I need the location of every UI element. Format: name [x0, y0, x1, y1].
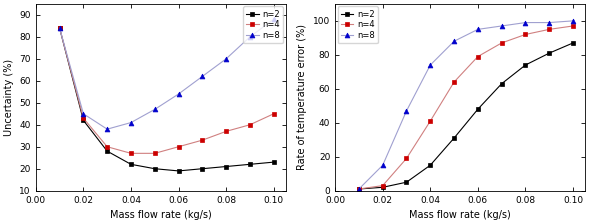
n=8 — [223, 58, 230, 60]
Legend: n=2, n=4, n=8: n=2, n=4, n=8 — [243, 6, 283, 43]
n=8 — [427, 64, 434, 66]
n=2 — [379, 186, 386, 189]
n=2 — [451, 137, 458, 139]
n=8 — [199, 75, 206, 78]
n=8 — [570, 19, 577, 22]
n=8 — [80, 112, 87, 115]
n=4 — [379, 184, 386, 187]
n=4 — [246, 123, 253, 126]
n=4 — [223, 130, 230, 133]
n=4 — [355, 188, 362, 190]
n=4 — [403, 157, 410, 160]
n=4 — [498, 42, 505, 44]
n=8 — [151, 108, 158, 111]
n=2 — [474, 108, 481, 110]
n=8 — [522, 21, 529, 24]
Y-axis label: Rate of temperature error (%): Rate of temperature error (%) — [297, 24, 307, 170]
n=4 — [522, 33, 529, 36]
n=2 — [246, 163, 253, 166]
n=2 — [570, 42, 577, 44]
n=2 — [546, 52, 553, 54]
Legend: n=2, n=4, n=8: n=2, n=4, n=8 — [337, 6, 378, 43]
Line: n=2: n=2 — [57, 26, 276, 173]
Line: n=4: n=4 — [356, 24, 575, 192]
n=4 — [80, 117, 87, 120]
n=2 — [270, 161, 277, 164]
n=2 — [56, 27, 63, 29]
n=8 — [127, 121, 134, 124]
X-axis label: Mass flow rate (kg/s): Mass flow rate (kg/s) — [110, 210, 211, 220]
n=2 — [80, 119, 87, 122]
n=8 — [546, 21, 553, 24]
n=4 — [151, 152, 158, 155]
n=4 — [175, 145, 182, 148]
n=8 — [451, 40, 458, 43]
n=4 — [570, 25, 577, 27]
n=8 — [379, 164, 386, 167]
n=4 — [451, 81, 458, 83]
n=8 — [56, 27, 63, 29]
n=2 — [151, 167, 158, 170]
n=8 — [403, 110, 410, 112]
n=2 — [522, 64, 529, 66]
n=2 — [355, 188, 362, 190]
n=4 — [56, 27, 63, 29]
n=2 — [223, 165, 230, 168]
n=2 — [427, 164, 434, 167]
n=4 — [127, 152, 134, 155]
n=2 — [403, 181, 410, 183]
Y-axis label: Uncertainty (%): Uncertainty (%) — [4, 59, 14, 136]
n=8 — [270, 18, 277, 21]
n=8 — [474, 28, 481, 31]
Line: n=8: n=8 — [356, 18, 575, 192]
n=8 — [355, 188, 362, 190]
n=4 — [474, 55, 481, 58]
n=8 — [175, 93, 182, 95]
n=2 — [498, 82, 505, 85]
Line: n=2: n=2 — [356, 41, 575, 192]
n=4 — [199, 139, 206, 142]
n=4 — [270, 112, 277, 115]
n=2 — [104, 150, 111, 153]
n=4 — [546, 28, 553, 31]
n=8 — [246, 36, 253, 38]
n=8 — [498, 25, 505, 27]
n=4 — [104, 145, 111, 148]
Line: n=4: n=4 — [57, 26, 276, 156]
n=2 — [175, 170, 182, 172]
n=4 — [427, 120, 434, 122]
X-axis label: Mass flow rate (kg/s): Mass flow rate (kg/s) — [409, 210, 511, 220]
n=2 — [127, 163, 134, 166]
n=8 — [104, 128, 111, 131]
n=2 — [199, 167, 206, 170]
Line: n=8: n=8 — [57, 17, 276, 131]
